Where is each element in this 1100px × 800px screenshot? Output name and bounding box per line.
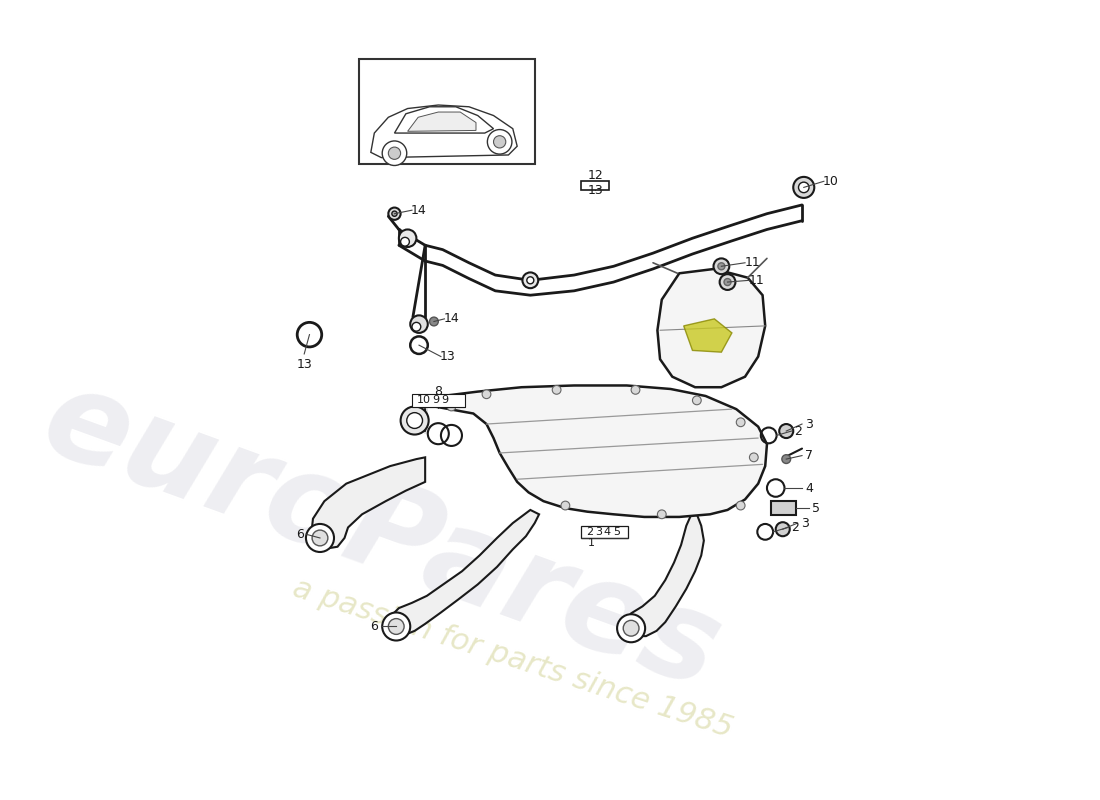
Polygon shape	[408, 112, 476, 131]
Text: a passion for parts since 1985: a passion for parts since 1985	[289, 574, 737, 744]
Circle shape	[736, 501, 745, 510]
Circle shape	[799, 182, 808, 193]
Circle shape	[714, 258, 729, 274]
Circle shape	[749, 453, 758, 462]
Circle shape	[494, 136, 506, 148]
Circle shape	[624, 620, 639, 636]
Circle shape	[793, 177, 814, 198]
Text: 9: 9	[432, 395, 439, 406]
Text: 13: 13	[587, 183, 603, 197]
Polygon shape	[684, 319, 732, 352]
Polygon shape	[625, 510, 704, 636]
Text: 10: 10	[823, 174, 839, 188]
Text: 2: 2	[794, 425, 802, 438]
Circle shape	[724, 278, 732, 286]
Bar	[581, 526, 628, 538]
Bar	[360, 58, 535, 164]
Circle shape	[388, 207, 400, 220]
Circle shape	[522, 273, 538, 288]
Circle shape	[400, 238, 409, 246]
Circle shape	[552, 386, 561, 394]
Text: 5: 5	[812, 502, 820, 514]
Circle shape	[382, 613, 410, 641]
Text: 4: 4	[604, 527, 611, 537]
Circle shape	[429, 317, 438, 326]
Text: 8: 8	[434, 385, 442, 398]
Circle shape	[718, 262, 725, 270]
Polygon shape	[426, 386, 767, 517]
Circle shape	[399, 230, 417, 247]
Circle shape	[410, 315, 428, 333]
Text: 10: 10	[417, 395, 430, 406]
Circle shape	[388, 618, 404, 634]
Circle shape	[447, 402, 455, 411]
Text: 6: 6	[296, 528, 304, 541]
Bar	[581, 182, 609, 190]
Circle shape	[693, 396, 701, 405]
Circle shape	[306, 524, 334, 552]
Circle shape	[719, 274, 736, 290]
Text: 13: 13	[296, 358, 312, 371]
Text: 3: 3	[595, 527, 602, 537]
Circle shape	[779, 424, 793, 438]
Text: 14: 14	[443, 312, 460, 326]
Circle shape	[487, 130, 512, 154]
Text: 14: 14	[411, 204, 427, 217]
Circle shape	[407, 413, 422, 429]
Polygon shape	[658, 269, 766, 387]
Circle shape	[392, 211, 397, 216]
Polygon shape	[395, 106, 494, 133]
Circle shape	[312, 530, 328, 546]
Text: 9: 9	[441, 395, 448, 406]
Circle shape	[382, 141, 407, 166]
Bar	[412, 394, 464, 406]
Text: 2: 2	[791, 521, 799, 534]
Polygon shape	[390, 510, 539, 634]
Text: 5: 5	[613, 527, 619, 537]
Text: 2: 2	[586, 527, 594, 537]
Circle shape	[527, 277, 534, 284]
Text: 13: 13	[440, 350, 455, 363]
Polygon shape	[371, 105, 517, 158]
Circle shape	[400, 406, 429, 434]
Circle shape	[776, 522, 790, 536]
Circle shape	[658, 510, 667, 518]
Text: 1: 1	[588, 538, 595, 548]
Text: euroPares: euroPares	[28, 358, 736, 714]
Text: 11: 11	[745, 256, 760, 270]
Text: 4: 4	[805, 482, 813, 494]
Bar	[771, 501, 796, 515]
Circle shape	[631, 386, 640, 394]
Text: 3: 3	[801, 517, 808, 530]
Circle shape	[617, 614, 645, 642]
Circle shape	[388, 147, 400, 159]
Circle shape	[412, 322, 421, 331]
Circle shape	[482, 390, 491, 398]
Text: 7: 7	[805, 449, 813, 462]
Text: 11: 11	[749, 274, 764, 287]
Polygon shape	[311, 458, 426, 549]
Text: 6: 6	[371, 620, 378, 633]
Circle shape	[736, 418, 745, 426]
Text: 3: 3	[805, 418, 813, 430]
Circle shape	[782, 454, 791, 463]
Circle shape	[561, 501, 570, 510]
Text: 12: 12	[587, 169, 603, 182]
